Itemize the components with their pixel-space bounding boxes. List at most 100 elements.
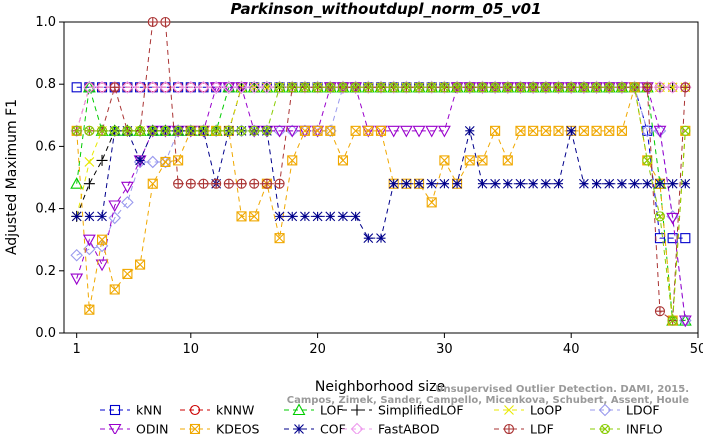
legend-marker-lof (292, 403, 306, 416)
y-tick-label: 0.2 (35, 264, 56, 279)
legend-item-knnw: kNNW (180, 403, 254, 418)
data-point-kdeos (578, 125, 589, 136)
legend-label-kdeos: KDEOS (216, 422, 260, 434)
data-point-knnw (96, 82, 108, 93)
data-point-kdeos (160, 156, 171, 167)
data-point-cof (376, 233, 386, 244)
data-point-cof (604, 178, 615, 189)
series-line-fastabod (76, 86, 686, 131)
data-point-fastabod (184, 81, 198, 94)
data-point-cof (388, 178, 399, 189)
data-point-odin (399, 125, 413, 138)
data-point-knnw (147, 82, 158, 93)
y-tick-label: 0.8 (35, 77, 56, 92)
data-point-kdeos (236, 211, 247, 222)
x-tick-label: 30 (436, 342, 453, 357)
data-point-fastabod (133, 81, 147, 94)
data-point-kdeos (147, 178, 158, 189)
y-tick-label: 0.0 (35, 326, 56, 341)
data-point-inflo (325, 82, 336, 93)
data-point-inflo (477, 82, 488, 93)
data-point-kdeos (375, 125, 387, 136)
data-point-inflo (680, 125, 691, 136)
legend-marker-knnw (189, 404, 201, 416)
legend-item-fastabod: FastABOD (342, 422, 440, 434)
chart-title: Parkinson_withoutdupl_norm_05_v01 (230, 0, 541, 18)
data-point-cof (540, 178, 551, 189)
data-point-inflo (578, 82, 589, 93)
data-point-odin (666, 212, 680, 225)
data-point-cof (363, 233, 374, 244)
data-point-inflo (591, 82, 602, 93)
y-axis: 0.0 0.2 0.4 0.6 0.8 1.0 (35, 15, 64, 341)
data-point-kdeos (84, 304, 95, 315)
data-point-knnw (122, 82, 133, 93)
data-point-ldf (173, 178, 184, 189)
data-point-cof (135, 155, 145, 166)
legend-label-fastabod: FastABOD (378, 422, 440, 434)
legend-item-ldof: LDOF (590, 403, 660, 418)
data-point-inflo (426, 82, 437, 93)
data-point-cof (401, 178, 412, 189)
data-point-inflo (223, 125, 234, 136)
data-point-odin (425, 125, 439, 138)
data-point-inflo (629, 82, 640, 93)
data-point-inflo (553, 82, 564, 93)
data-point-cof (452, 178, 462, 189)
data-point-inflo (401, 82, 412, 93)
data-point-fastabod (222, 81, 236, 94)
data-point-inflo (642, 155, 653, 166)
data-point-inflo (566, 82, 577, 93)
data-point-kdeos (96, 234, 108, 245)
series-line-lof (76, 86, 686, 322)
data-point-cof (350, 211, 361, 222)
data-point-cof (97, 211, 107, 222)
legend-item-ldf: LDF (494, 422, 554, 434)
data-point-kdeos (287, 155, 298, 166)
data-point-inflo (274, 82, 285, 93)
series-simplifiedlof (71, 81, 691, 222)
legend-label-lof: LOF (320, 403, 344, 418)
legend-item-cof: COF (284, 422, 346, 434)
data-point-fastabod (260, 81, 274, 94)
legend-item-knn: kNN (100, 403, 162, 418)
data-point-kdeos (274, 233, 285, 244)
data-point-inflo (540, 82, 551, 93)
data-point-fastabod (247, 81, 261, 94)
data-point-cof (84, 211, 95, 222)
data-point-odin (273, 125, 286, 138)
data-point-cof (274, 211, 285, 222)
data-point-odin (412, 125, 426, 138)
data-point-fastabod (235, 81, 248, 94)
data-point-inflo (502, 82, 513, 93)
data-point-inflo (375, 82, 387, 93)
data-point-kdeos (350, 125, 361, 136)
data-point-inflo (604, 82, 615, 93)
data-point-kdeos (604, 125, 615, 136)
legend-marker-ldf (503, 423, 515, 434)
data-point-kdeos (490, 125, 501, 136)
data-point-cof (312, 211, 323, 222)
data-point-fastabod (666, 81, 679, 94)
data-point-cof (502, 178, 513, 189)
data-point-ldf (274, 178, 285, 189)
data-point-cof (414, 178, 424, 189)
x-axis-label: Neighborhood size (315, 379, 445, 395)
data-point-inflo (337, 82, 349, 93)
data-point-kdeos (135, 259, 146, 270)
data-point-kdeos (540, 125, 551, 136)
x-tick-label: 20 (309, 342, 326, 357)
data-point-kdeos (477, 155, 488, 166)
data-point-kdeos (502, 155, 513, 166)
data-point-fastabod (653, 81, 667, 94)
series-line-loop (76, 86, 686, 217)
legend-label-ldof: LDOF (626, 403, 660, 418)
data-point-cof (490, 178, 501, 189)
data-point-fastabod (146, 81, 160, 94)
data-point-ldf (236, 178, 247, 189)
data-point-knn (642, 125, 653, 136)
data-point-simplifiedlof (96, 154, 108, 166)
data-point-kdeos (591, 125, 602, 136)
data-point-inflo (654, 211, 666, 222)
